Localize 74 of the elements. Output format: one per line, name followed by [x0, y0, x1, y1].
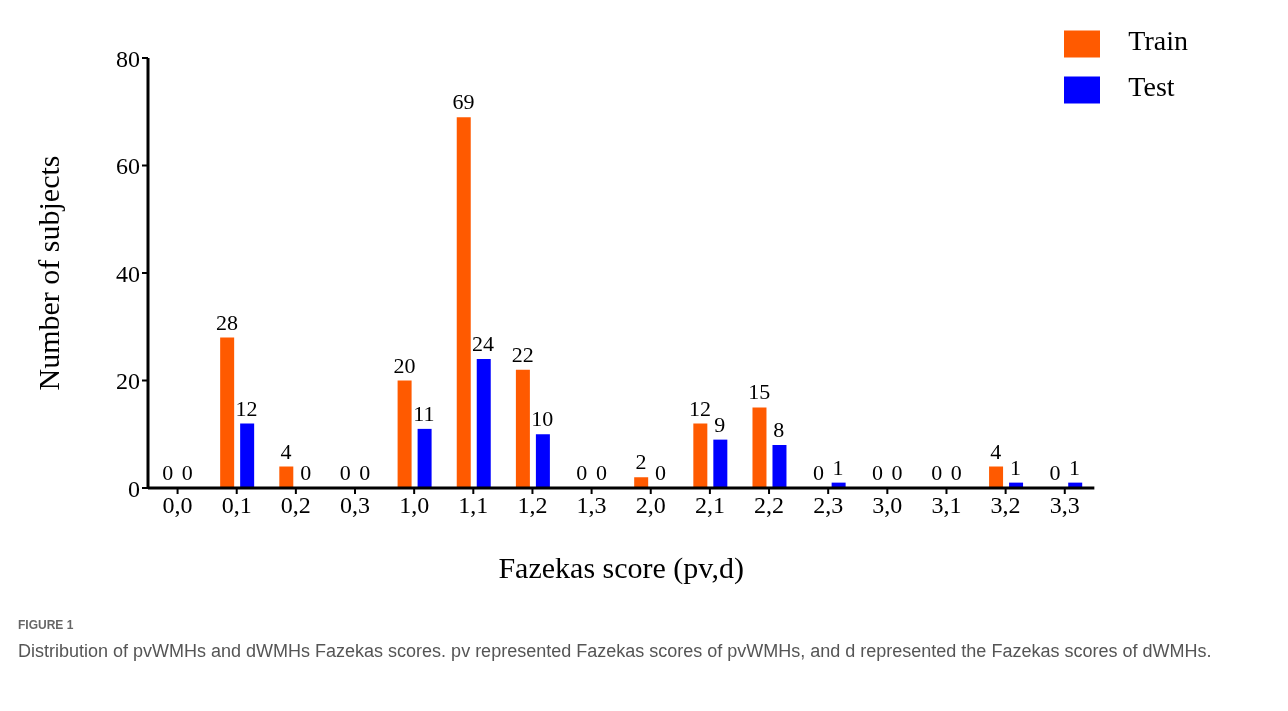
data-label: 0	[162, 460, 174, 485]
data-label: 1	[832, 454, 844, 480]
data-label: 0	[595, 460, 607, 485]
data-label: 28	[215, 309, 238, 335]
bar	[752, 407, 767, 488]
data-label: 0	[950, 460, 962, 485]
data-label: 69	[452, 89, 475, 115]
bar	[476, 359, 491, 488]
bar	[240, 423, 255, 488]
data-label: 4	[990, 438, 1002, 464]
y-axis-title: Number of subjects	[31, 155, 65, 391]
legend-label: Train	[1128, 25, 1188, 56]
x-tick-label: 1,2	[517, 492, 548, 519]
data-label: 15	[748, 379, 771, 405]
data-label: 1	[1009, 454, 1021, 480]
y-tick-label: 20	[116, 368, 140, 395]
data-label: 22	[511, 341, 534, 367]
x-tick-label: 1,1	[458, 492, 489, 519]
bar	[220, 337, 235, 488]
legend-label: Test	[1128, 71, 1175, 102]
x-tick-label: 1,3	[576, 492, 607, 519]
x-tick-label: 0,3	[340, 492, 371, 519]
y-tick-label: 0	[128, 475, 140, 502]
bar	[417, 428, 432, 488]
bar	[456, 117, 471, 488]
data-label: 8	[773, 417, 785, 442]
bar	[634, 477, 649, 488]
bar	[515, 369, 530, 488]
data-label: 12	[689, 395, 712, 421]
data-label: 11	[413, 400, 435, 426]
data-label: 12	[235, 395, 258, 421]
bar	[713, 439, 728, 488]
x-tick-label: 0,0	[162, 492, 193, 519]
data-label: 1	[1069, 454, 1081, 480]
data-label: 0	[812, 460, 824, 485]
bar	[535, 434, 550, 488]
data-label: 0	[339, 460, 351, 485]
data-label: 24	[472, 331, 495, 356]
bar	[693, 423, 708, 488]
data-label: 9	[714, 411, 726, 437]
data-label: 10	[531, 406, 554, 432]
x-tick-label: 3,2	[990, 492, 1021, 519]
data-label: 2	[635, 449, 647, 475]
x-tick-label: 3,0	[872, 492, 903, 519]
data-label: 0	[576, 460, 588, 485]
bar	[397, 380, 412, 488]
data-label: 0	[872, 460, 884, 485]
data-label: 4	[280, 438, 292, 464]
data-label: 20	[393, 352, 416, 378]
caption: FIGURE 1	[18, 618, 75, 632]
y-tick-label: 40	[116, 260, 140, 287]
data-label: 0	[891, 460, 903, 485]
x-tick-label: 2,1	[694, 492, 725, 519]
text: Distribution of pvWMHs and dWMHs Fazekas scores. pv represented Fazekas scores of pvWMHs, and d represented the Fazekas scores of dWMHs.	[18, 640, 1213, 663]
bar	[772, 445, 787, 488]
data-label: 0	[359, 460, 371, 485]
data-label: 0	[655, 460, 667, 485]
x-tick-label: 0,1	[221, 492, 252, 519]
data-label: 0	[300, 460, 312, 485]
x-tick-label: 2,2	[754, 492, 785, 519]
bar	[989, 466, 1004, 488]
x-tick-label: 1,0	[399, 492, 430, 519]
y-tick-label: 60	[116, 153, 140, 180]
data-label: 0	[181, 460, 193, 485]
x-tick-label: 2,0	[635, 492, 666, 519]
data-label: 0	[931, 460, 943, 485]
x-tick-label: 3,3	[1049, 492, 1080, 519]
x-tick-label: 3,1	[931, 492, 962, 519]
x-axis-title: Fazekas score (pv,d)	[498, 551, 744, 585]
bar	[279, 466, 294, 488]
data-label: 0	[1049, 460, 1061, 485]
x-tick-label: 0,2	[280, 492, 311, 519]
y-tick-label: 80	[116, 45, 140, 72]
x-tick-label: 2,3	[813, 492, 844, 519]
